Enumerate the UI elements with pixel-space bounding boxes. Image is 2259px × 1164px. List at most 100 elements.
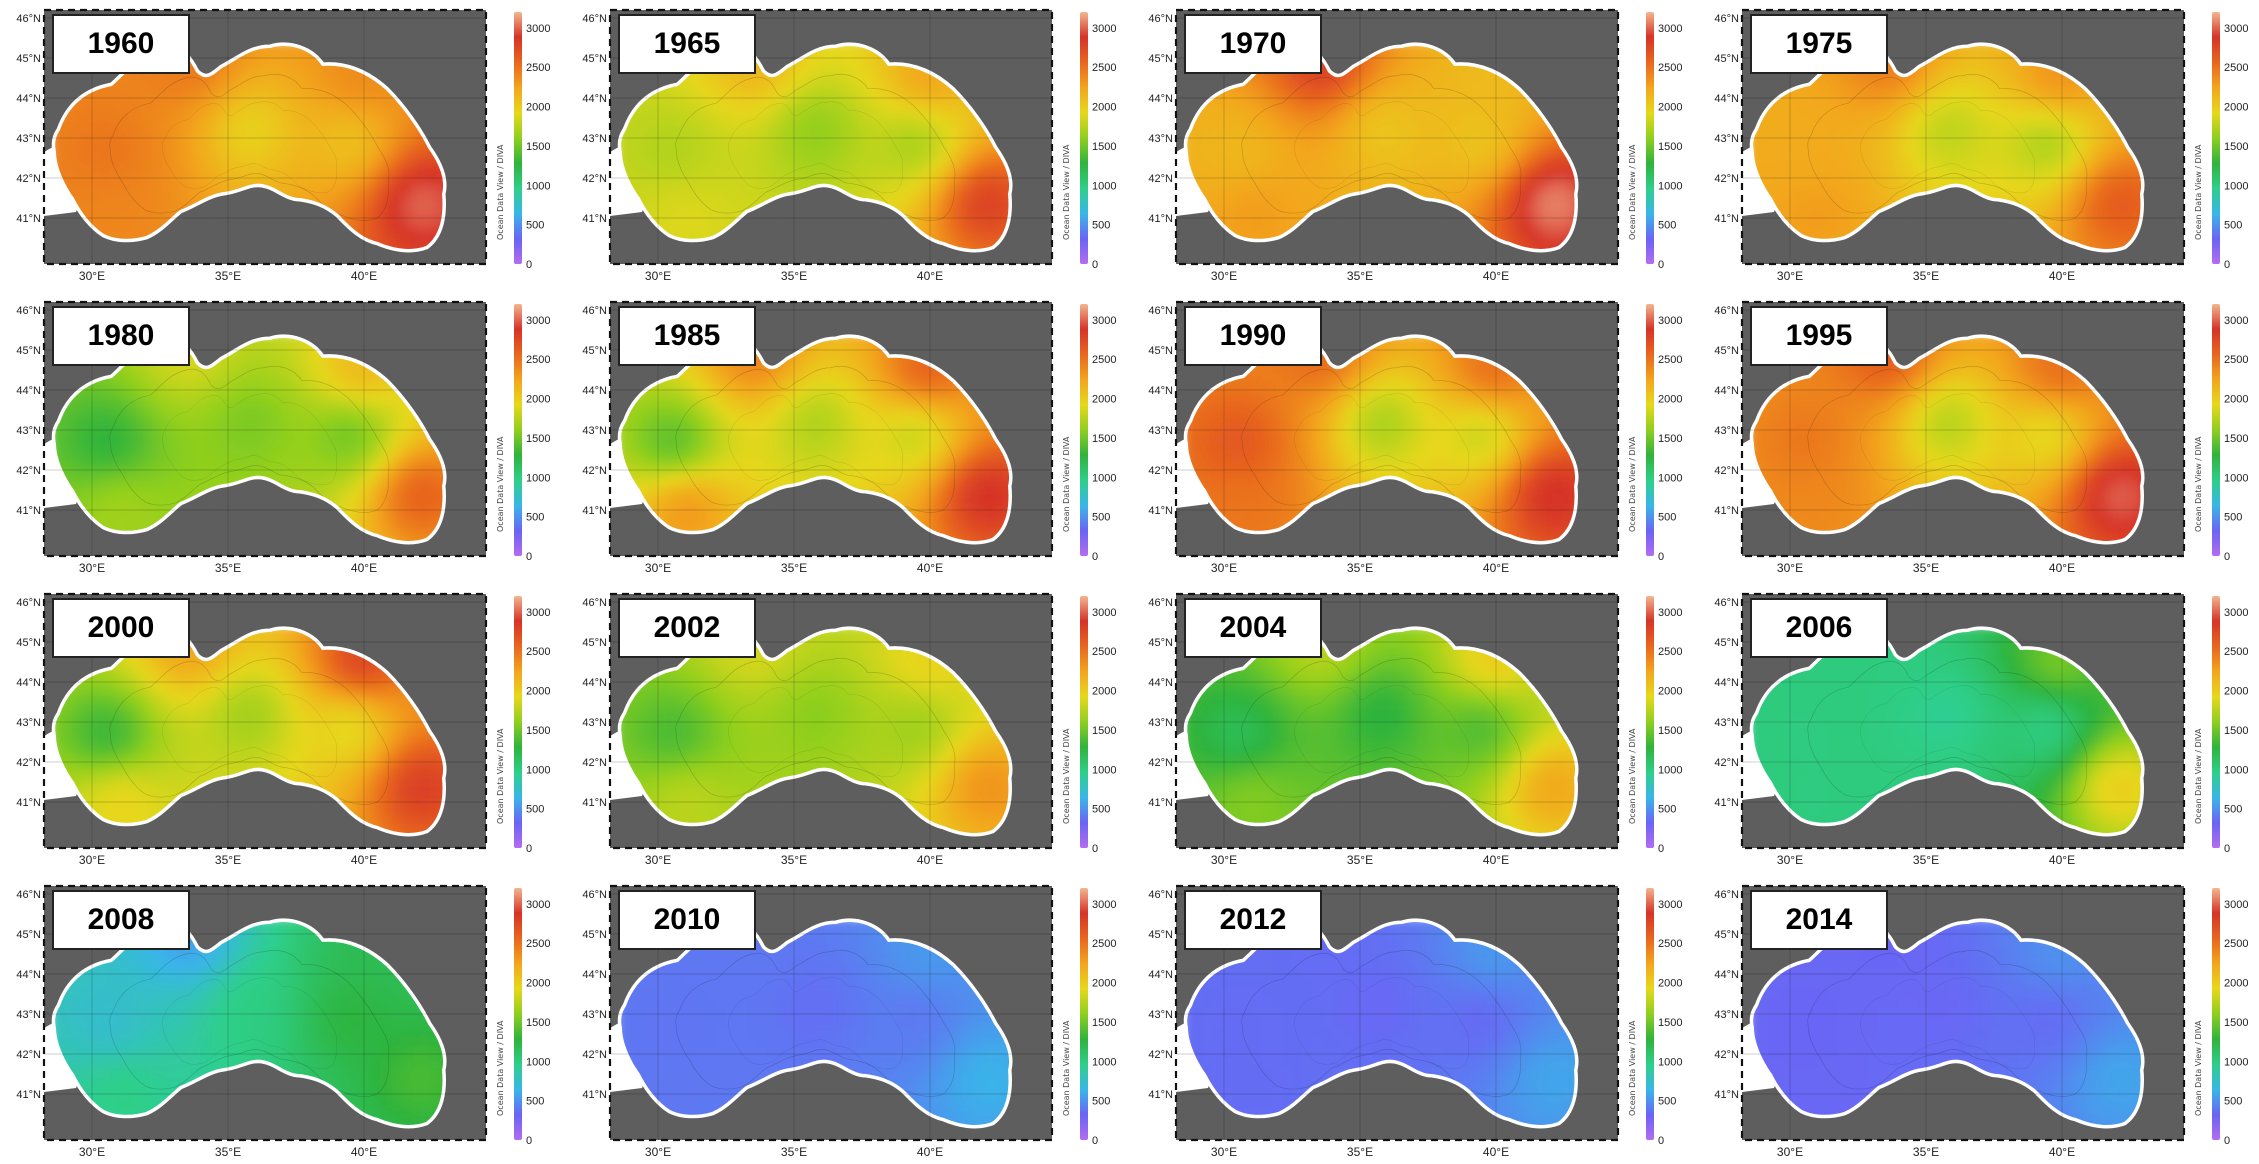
colorbar-tick: 1500 xyxy=(2224,141,2248,153)
map-frame xyxy=(1174,300,1620,558)
lat-label: 46°N xyxy=(582,889,607,901)
colorbar-tick: 1000 xyxy=(526,180,550,192)
colorbar-tick: 2000 xyxy=(1092,394,1116,406)
year-label: 1960 xyxy=(52,14,190,74)
colorbar-tick: 1500 xyxy=(526,725,550,737)
lat-label: 43°N xyxy=(16,717,41,729)
colorbar-tick: 2500 xyxy=(526,62,550,74)
colorbar-tick: 0 xyxy=(526,843,532,855)
lat-label: 45°N xyxy=(1148,345,1173,357)
lat-label: 42°N xyxy=(582,173,607,185)
year-label: 1990 xyxy=(1184,306,1322,366)
lat-label: 45°N xyxy=(1714,929,1739,941)
land-south xyxy=(44,500,486,556)
map-panel-2006: 46°N 45°N 44°N 43°N 42°N 41°N 30°E 35°E 40°E 3000… xyxy=(1698,586,2250,870)
lat-label: 43°N xyxy=(16,1009,41,1021)
lat-label: 42°N xyxy=(1148,465,1173,477)
colorbar-tick: 0 xyxy=(1658,843,1664,855)
colorbar-side-label: Ocean Data View / DIVA xyxy=(2194,728,2203,825)
contour-line xyxy=(728,977,904,1070)
lat-label: 41°N xyxy=(16,797,41,809)
lat-label: 41°N xyxy=(1148,1089,1173,1101)
lon-label: 30°E xyxy=(1211,269,1237,283)
colorbar xyxy=(1646,12,1654,264)
map-svg: 46°N 45°N 44°N 43°N 42°N 41°N 30°E 35°E 40°E 3000… xyxy=(582,300,1116,575)
map-frame xyxy=(1740,884,2186,1142)
lat-label: 42°N xyxy=(16,1049,41,1061)
map-svg: 46°N 45°N 44°N 43°N 42°N 41°N 30°E 35°E 40°E 3000… xyxy=(16,884,550,1159)
colorbar-tick: 2500 xyxy=(1092,354,1116,366)
lon-label: 35°E xyxy=(1913,853,1939,867)
colorbar-tick: 0 xyxy=(1092,1135,1098,1147)
lon-label: 40°E xyxy=(1483,853,1509,867)
colorbar-tick: 0 xyxy=(526,551,532,563)
colorbar xyxy=(1646,888,1654,1140)
land-south xyxy=(1176,1084,1618,1140)
colorbar-side-label: Ocean Data View / DIVA xyxy=(1628,436,1637,533)
contour-line xyxy=(109,657,390,805)
colorbar-side-label: Ocean Data View / DIVA xyxy=(2194,1020,2203,1117)
year-label: 2012 xyxy=(1184,890,1322,950)
lon-label: 35°E xyxy=(215,561,241,575)
colorbar xyxy=(2212,596,2220,848)
colorbar-tick: 2500 xyxy=(2224,62,2248,74)
lat-label: 43°N xyxy=(1148,1009,1173,1021)
year-label: 2006 xyxy=(1750,598,1888,658)
colorbar-tick: 500 xyxy=(1092,1096,1110,1108)
contour-line xyxy=(1860,977,2036,1070)
lat-label: 43°N xyxy=(582,133,607,145)
colorbar-tick: 2500 xyxy=(2224,646,2248,658)
lat-label: 42°N xyxy=(16,757,41,769)
lon-label: 35°E xyxy=(781,853,807,867)
lon-label: 40°E xyxy=(351,853,377,867)
colorbar-tick: 1500 xyxy=(526,141,550,153)
lat-label: 45°N xyxy=(16,929,41,941)
land-south xyxy=(44,792,486,848)
graticule xyxy=(1176,886,1618,1140)
colorbar-tick: 0 xyxy=(1092,259,1098,271)
colorbar-side-label: Ocean Data View / DIVA xyxy=(496,728,505,825)
colorbar-tick: 0 xyxy=(2224,259,2230,271)
lat-label: 43°N xyxy=(582,425,607,437)
land-south xyxy=(610,1084,1052,1140)
lat-label: 42°N xyxy=(16,465,41,477)
contour-line xyxy=(1860,685,2036,778)
lon-label: 40°E xyxy=(351,1145,377,1159)
lat-label: 41°N xyxy=(16,1089,41,1101)
colorbar-tick: 3000 xyxy=(1092,607,1116,619)
contour-line xyxy=(162,977,338,1070)
contour-line xyxy=(109,365,390,513)
lon-label: 40°E xyxy=(2049,269,2075,283)
map-svg: 46°N 45°N 44°N 43°N 42°N 41°N 30°E 35°E 40°E 3000… xyxy=(1148,8,1682,283)
contour-line xyxy=(109,73,390,221)
lon-label: 35°E xyxy=(1347,269,1373,283)
lat-label: 44°N xyxy=(1714,385,1739,397)
year-label: 2014 xyxy=(1750,890,1888,950)
colorbar-tick: 1000 xyxy=(1658,764,1682,776)
year-label: 2004 xyxy=(1184,598,1322,658)
lon-label: 30°E xyxy=(1777,269,1803,283)
colorbar-tick: 2000 xyxy=(2224,978,2248,990)
year-label: 1980 xyxy=(52,306,190,366)
map-panel-2004: 46°N 45°N 44°N 43°N 42°N 41°N 30°E 35°E 40°E 3000… xyxy=(1132,586,1684,870)
contour-line xyxy=(728,101,904,194)
lat-label: 44°N xyxy=(1148,385,1173,397)
colorbar-tick: 2000 xyxy=(526,978,550,990)
colorbar-tick: 3000 xyxy=(526,607,550,619)
lat-label: 44°N xyxy=(16,385,41,397)
colorbar-tick: 500 xyxy=(1658,804,1676,816)
colorbar-side-label: Ocean Data View / DIVA xyxy=(496,144,505,241)
colorbar-tick: 3000 xyxy=(2224,899,2248,911)
lon-label: 35°E xyxy=(215,1145,241,1159)
colorbar xyxy=(1646,596,1654,848)
lat-label: 42°N xyxy=(1148,173,1173,185)
lat-label: 42°N xyxy=(1148,1049,1173,1061)
colorbar-tick: 3000 xyxy=(526,23,550,35)
colorbar-tick: 1000 xyxy=(526,472,550,484)
lon-label: 30°E xyxy=(645,853,671,867)
map-frame xyxy=(608,8,1054,266)
colorbar-side-label: Ocean Data View / DIVA xyxy=(2194,436,2203,533)
colorbar-tick: 2000 xyxy=(526,102,550,114)
lon-label: 35°E xyxy=(215,853,241,867)
lon-label: 40°E xyxy=(917,561,943,575)
